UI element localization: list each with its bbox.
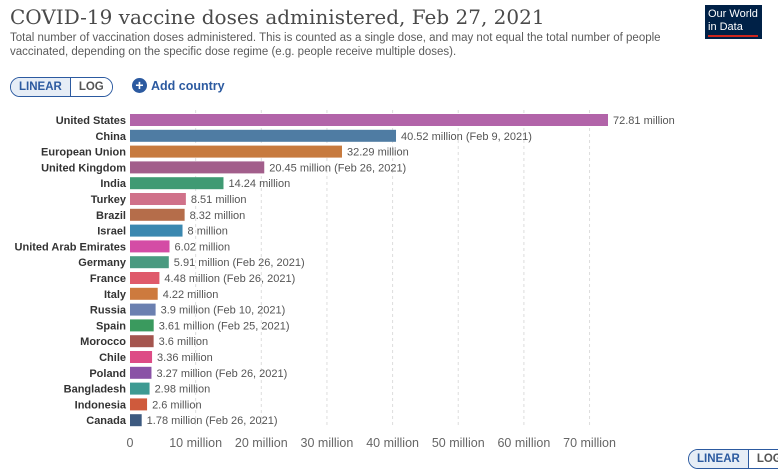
bar	[130, 303, 156, 316]
category-label: Israel	[97, 226, 126, 238]
category-label: Spain	[96, 320, 126, 332]
plus-circle-icon: +	[132, 78, 147, 93]
scale-toggle-bottom: LINEAR LOG	[688, 449, 778, 469]
bar	[130, 240, 170, 253]
bar	[130, 145, 342, 158]
value-label: 8.51 million	[191, 194, 247, 206]
add-country-label: Add country	[151, 78, 225, 93]
bar	[130, 414, 142, 427]
bar	[130, 161, 265, 174]
value-label: 3.9 million (Feb 10, 2021)	[161, 305, 286, 317]
value-label: 2.98 million	[155, 384, 211, 396]
bar	[130, 208, 185, 221]
bar	[130, 335, 154, 348]
bar	[130, 256, 169, 269]
log-scale-button-bottom[interactable]: LOG	[747, 450, 778, 468]
category-label: Bangladesh	[64, 384, 127, 396]
category-label: China	[95, 131, 126, 143]
value-label: 4.48 million (Feb 26, 2021)	[164, 273, 295, 285]
bar	[130, 114, 608, 126]
value-label: 6.02 million	[175, 241, 231, 253]
bar	[130, 287, 158, 300]
category-label: Brazil	[96, 210, 126, 222]
x-tick-label: 70 million	[563, 436, 616, 450]
bar	[130, 382, 150, 395]
category-label: India	[100, 178, 127, 190]
logo-underline	[708, 35, 758, 37]
linear-scale-button[interactable]: LINEAR	[11, 78, 70, 96]
x-tick-label: 60 million	[497, 436, 550, 450]
value-label: 5.91 million (Feb 26, 2021)	[174, 257, 305, 269]
value-label: 3.36 million	[157, 352, 213, 364]
x-tick-label: 40 million	[366, 436, 419, 450]
category-label: Turkey	[91, 194, 127, 206]
owid-logo[interactable]: Our World in Data	[705, 5, 762, 39]
logo-text-line1: Our World	[708, 8, 758, 20]
category-label: Russia	[90, 305, 127, 317]
value-label: 8 million	[188, 226, 228, 238]
category-label: Chile	[99, 352, 126, 364]
scale-toggle-top: LINEAR LOG	[10, 77, 113, 97]
x-tick-label: 10 million	[169, 436, 222, 450]
x-tick-label: 30 million	[301, 436, 354, 450]
value-label: 3.27 million (Feb 26, 2021)	[156, 368, 287, 380]
bar	[130, 366, 152, 379]
category-label: Germany	[78, 257, 127, 269]
bar	[130, 272, 160, 284]
value-label: 8.32 million	[190, 210, 246, 222]
value-label: 72.81 million	[613, 115, 675, 127]
bar	[130, 129, 397, 142]
log-scale-button[interactable]: LOG	[69, 78, 112, 96]
chart-subtitle: Total number of vaccination doses admini…	[10, 32, 661, 58]
linear-scale-button-bottom[interactable]: LINEAR	[689, 450, 748, 468]
value-label: 32.29 million	[347, 147, 409, 159]
value-label: 2.6 million	[152, 399, 202, 411]
value-label: 3.6 million	[159, 336, 209, 348]
bar	[130, 193, 186, 205]
bar	[130, 177, 224, 190]
value-label: 4.22 million	[163, 289, 219, 301]
category-label: Canada	[86, 415, 127, 427]
category-label: United States	[56, 115, 126, 127]
category-label: European Union	[41, 147, 126, 159]
value-label: 3.61 million (Feb 25, 2021)	[159, 320, 290, 332]
category-label: United Arab Emirates	[15, 241, 126, 253]
category-label: Indonesia	[75, 399, 127, 411]
x-tick-label: 50 million	[432, 436, 485, 450]
category-label: Italy	[104, 289, 127, 301]
bar	[130, 351, 153, 363]
bar	[130, 398, 148, 411]
x-tick-label: 0	[127, 436, 134, 450]
bar	[130, 319, 154, 332]
category-label: France	[90, 273, 126, 285]
category-label: United Kingdom	[41, 162, 126, 174]
x-tick-label: 20 million	[235, 436, 288, 450]
value-label: 20.45 million (Feb 26, 2021)	[269, 162, 406, 174]
add-country-button[interactable]: + Add country	[132, 78, 225, 93]
category-label: Poland	[89, 368, 126, 380]
chart-title: COVID-19 vaccine doses administered, Feb…	[10, 5, 545, 29]
logo-text-line2: in Data	[708, 21, 743, 33]
value-label: 1.78 million (Feb 26, 2021)	[147, 415, 278, 427]
category-label: Morocco	[80, 336, 126, 348]
bar	[130, 224, 183, 237]
value-label: 14.24 million	[228, 178, 290, 190]
value-label: 40.52 million (Feb 9, 2021)	[401, 131, 532, 143]
